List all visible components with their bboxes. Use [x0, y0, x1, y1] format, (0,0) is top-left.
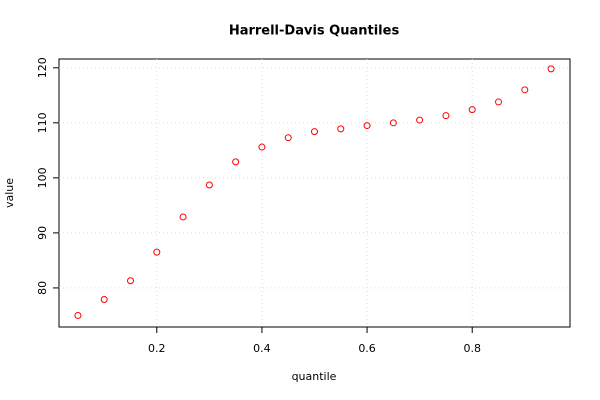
point	[363, 122, 371, 130]
y-tick-label: 90	[36, 226, 49, 240]
point	[232, 158, 240, 166]
point	[547, 65, 555, 73]
point	[495, 98, 503, 106]
point	[468, 106, 476, 114]
point	[153, 248, 161, 256]
x-tick-label: 0.8	[463, 342, 481, 355]
x-tick-label: 0.6	[358, 342, 376, 355]
y-tick-label: 120	[36, 57, 49, 78]
y-axis-label: value	[3, 178, 16, 208]
point	[311, 128, 318, 136]
point	[126, 277, 134, 285]
y-tick-label: 110	[36, 112, 49, 133]
point	[337, 125, 345, 133]
chart-title: Harrell-Davis Quantiles	[229, 24, 400, 39]
y-tick-label: 80	[36, 281, 49, 295]
point	[179, 213, 187, 221]
point	[442, 112, 450, 120]
point	[521, 86, 529, 94]
point	[74, 311, 82, 319]
y-tick-label: 100	[36, 167, 49, 188]
point	[205, 181, 213, 189]
plot-frame	[58, 58, 571, 328]
x-tick-label: 0.4	[253, 342, 271, 355]
point	[416, 116, 424, 124]
point	[258, 143, 266, 151]
x-tick-label: 0.2	[148, 342, 166, 355]
point	[389, 119, 397, 127]
x-axis-label: quantile	[292, 370, 337, 383]
point	[284, 134, 292, 142]
point	[100, 295, 108, 303]
